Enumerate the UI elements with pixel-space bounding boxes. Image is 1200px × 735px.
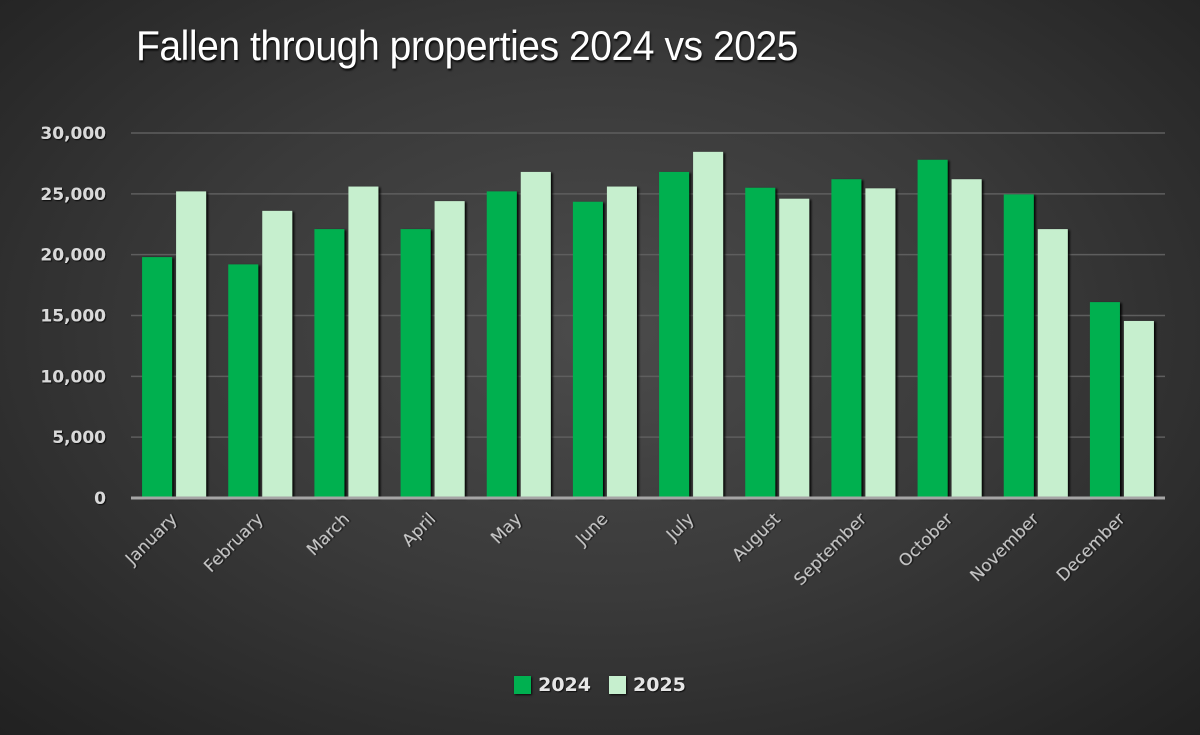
y-tick-label: 25,000	[40, 185, 106, 205]
legend-label-2024: 2024	[538, 674, 591, 696]
x-tick-label: July	[662, 509, 698, 545]
bar-2024-july[interactable]	[659, 171, 690, 498]
x-tick-label: November	[967, 509, 1044, 586]
x-tick-label: March	[303, 509, 354, 560]
bar-2025-july[interactable]	[693, 151, 724, 498]
y-axis-tick-labels: 0 5,000 10,000 15,000 20,000 25,000 30,000	[40, 124, 106, 509]
bar-2024-april[interactable]	[400, 229, 431, 498]
bar-2025-march[interactable]	[348, 186, 379, 499]
x-tick-label: September	[790, 509, 871, 590]
y-tick-label: 0	[94, 489, 106, 509]
x-tick-label: February	[200, 509, 267, 576]
x-tick-label: May	[487, 509, 526, 548]
bar-2024-january[interactable]	[142, 257, 173, 498]
bar-2024-november[interactable]	[1003, 194, 1034, 499]
y-tick-label: 5,000	[52, 428, 106, 448]
bar-2025-october[interactable]	[951, 179, 982, 498]
bar-2024-march[interactable]	[314, 229, 345, 498]
y-tick-label: 30,000	[40, 124, 106, 144]
x-tick-label: January	[121, 509, 181, 569]
legend-swatch-2024	[514, 676, 532, 694]
legend-item-2025[interactable]: 2025	[609, 674, 686, 696]
bar-2025-june[interactable]	[606, 186, 637, 499]
bar-2025-august[interactable]	[779, 198, 810, 498]
bar-2025-december[interactable]	[1123, 320, 1154, 498]
x-tick-label: October	[895, 509, 957, 571]
bar-2024-september[interactable]	[831, 179, 862, 498]
bar-2024-august[interactable]	[745, 187, 776, 498]
bar-2024-june[interactable]	[572, 201, 603, 498]
bar-2025-february[interactable]	[262, 210, 293, 498]
bar-2025-november[interactable]	[1037, 229, 1068, 498]
bar-2024-october[interactable]	[917, 159, 948, 498]
x-tick-label: April	[398, 509, 440, 551]
bars	[142, 151, 1154, 499]
chart-title: Fallen through properties 2024 vs 2025	[136, 22, 799, 69]
bar-2025-april[interactable]	[434, 201, 465, 498]
legend: 2024 2025	[0, 674, 1200, 696]
x-tick-label: June	[571, 509, 612, 550]
y-tick-label: 10,000	[40, 367, 106, 387]
x-tick-label: August	[729, 509, 785, 565]
bar-2025-september[interactable]	[865, 188, 896, 498]
bar-2024-may[interactable]	[486, 191, 517, 498]
gridlines	[131, 132, 1165, 438]
bar-2024-december[interactable]	[1089, 302, 1120, 498]
bar-2024-february[interactable]	[228, 264, 259, 498]
x-tick-label: December	[1053, 509, 1129, 585]
y-tick-label: 20,000	[40, 246, 106, 266]
bar-2025-january[interactable]	[176, 191, 207, 498]
x-axis-tick-labels: January February March April May June July Augu…	[121, 509, 1129, 590]
legend-swatch-2025	[609, 676, 626, 694]
y-tick-label: 15,000	[40, 307, 106, 327]
legend-item-2024[interactable]: 2024	[514, 674, 591, 696]
bar-2025-may[interactable]	[520, 171, 551, 498]
legend-label-2025: 2025	[633, 674, 686, 696]
